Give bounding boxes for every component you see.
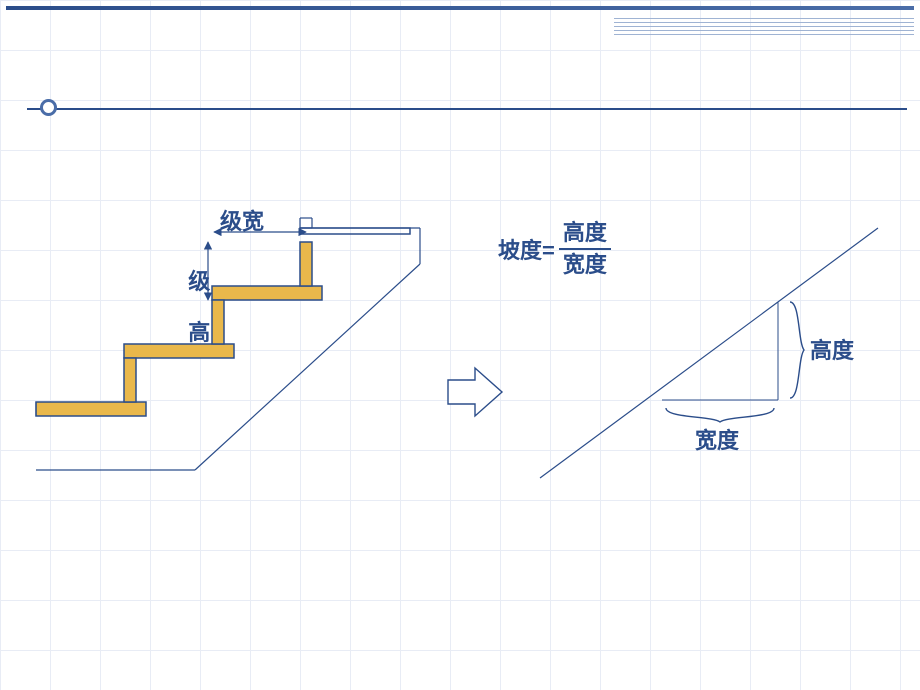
top-border <box>6 6 914 10</box>
staircase <box>36 228 410 416</box>
decorative-right-lines <box>614 18 914 38</box>
brace-width <box>666 408 774 422</box>
title-divider <box>27 108 907 110</box>
fraction-top: 高度 <box>563 220 607 246</box>
slope-fraction: 高度 宽度 <box>559 220 611 279</box>
slope-eq-left: 坡度= <box>498 233 555 265</box>
label-step-width: 级宽 <box>220 204 264 236</box>
slope-formula: 坡度= 高度 宽度 <box>498 220 611 279</box>
diagram-svg <box>0 0 920 690</box>
title-dot <box>40 99 57 116</box>
label-step-height: 级 高 <box>176 244 210 345</box>
label-step-height-1: 级 <box>188 269 210 294</box>
label-step-height-2: 高 <box>188 320 210 345</box>
label-height: 高度 <box>810 333 854 365</box>
slope-legs <box>662 302 778 400</box>
brace-height <box>790 302 804 398</box>
label-width: 宽度 <box>695 423 739 455</box>
fraction-bottom: 宽度 <box>563 252 607 278</box>
fraction-line <box>559 248 611 250</box>
arrow-block <box>448 368 502 416</box>
